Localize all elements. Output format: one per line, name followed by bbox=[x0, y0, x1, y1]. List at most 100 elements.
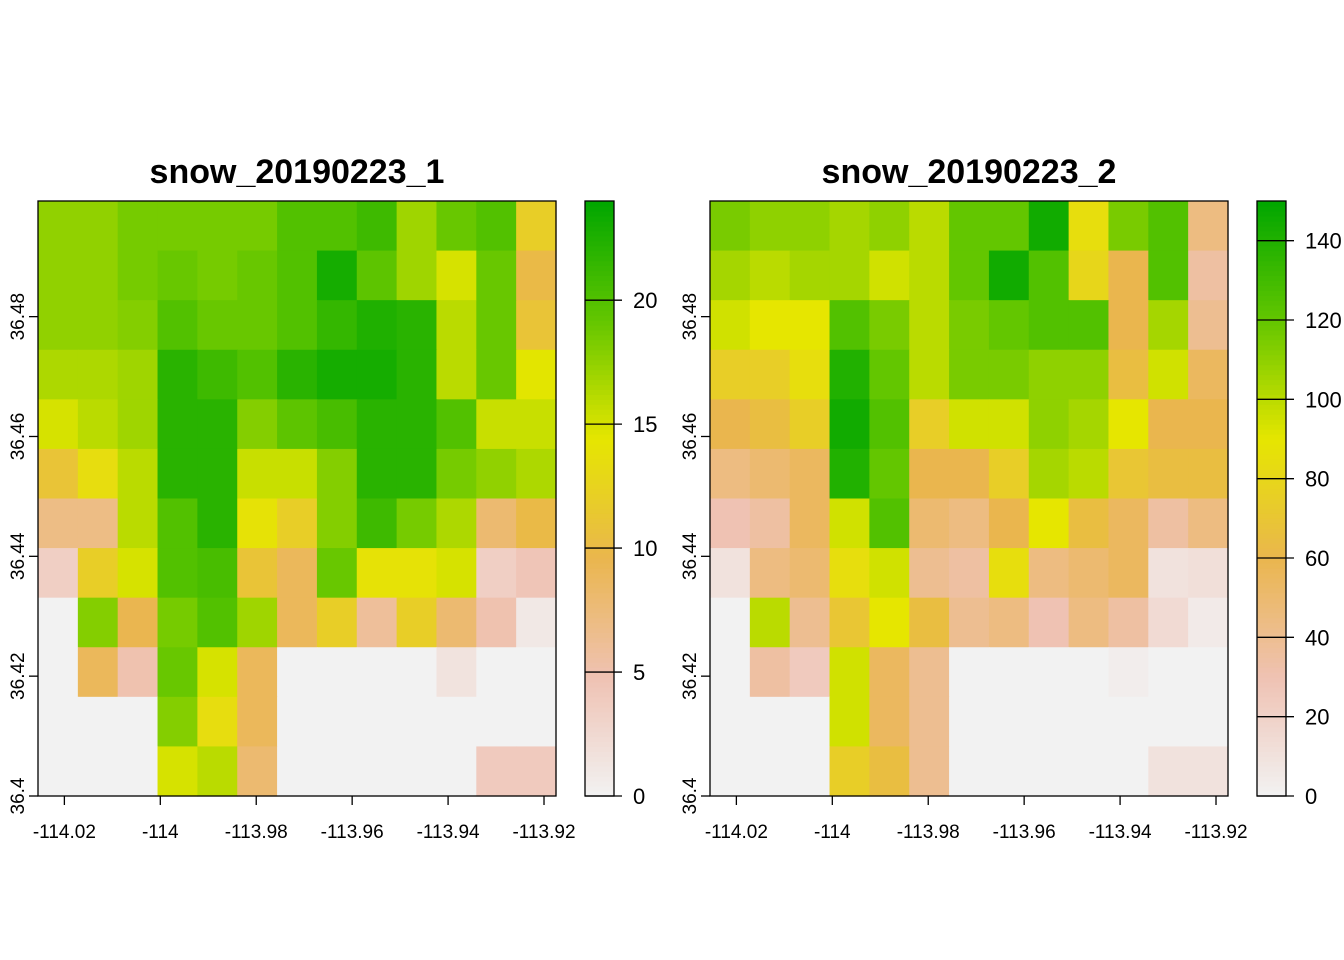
heatmap-cell bbox=[38, 349, 79, 400]
heatmap-cell bbox=[710, 300, 751, 351]
colorbar-step bbox=[1257, 711, 1286, 718]
colorbar-step bbox=[1257, 607, 1286, 614]
heatmap-cell bbox=[396, 250, 438, 301]
heatmap-cell bbox=[476, 300, 517, 351]
heatmap-cell bbox=[710, 696, 751, 748]
heatmap-cell bbox=[396, 498, 438, 549]
colorbar-step bbox=[585, 434, 614, 440]
heatmap-cell bbox=[1148, 696, 1189, 748]
colorbar-step bbox=[1257, 543, 1286, 549]
heatmap-cell bbox=[237, 399, 278, 450]
heatmap-cell bbox=[749, 498, 791, 549]
heatmap-cell bbox=[909, 498, 950, 549]
heatmap-cell bbox=[277, 746, 318, 797]
colorbar-step bbox=[585, 443, 614, 450]
plot-frame bbox=[709, 200, 1229, 797]
heatmap-cell bbox=[516, 399, 557, 450]
colorbar-step bbox=[585, 642, 614, 648]
heatmap-cell bbox=[1188, 349, 1229, 400]
heatmap-cell bbox=[516, 647, 557, 698]
chart-title: snow_20190223_1 bbox=[150, 153, 445, 191]
heatmap-cell bbox=[157, 746, 198, 797]
heatmap-cell bbox=[316, 696, 358, 748]
colorbar-step bbox=[1257, 746, 1286, 752]
colorbar-tick-label: 40 bbox=[1305, 625, 1329, 650]
colorbar-step bbox=[1257, 781, 1286, 787]
colorbar-step bbox=[585, 374, 614, 381]
heatmap-cell bbox=[516, 250, 557, 301]
colorbar-step bbox=[585, 265, 614, 272]
colorbar-step bbox=[1257, 647, 1286, 653]
heatmap-cell bbox=[117, 201, 159, 252]
colorbar-tick-label: 60 bbox=[1305, 546, 1329, 571]
colorbar-step bbox=[585, 315, 614, 321]
heatmap-cell bbox=[197, 548, 238, 599]
colorbar-step bbox=[585, 751, 614, 757]
y-tick-label: 36.42 bbox=[8, 652, 29, 700]
heatmap-cell bbox=[38, 201, 79, 252]
heatmap-cell bbox=[1028, 647, 1070, 698]
heatmap-cell bbox=[436, 746, 477, 797]
heatmap-cell bbox=[316, 498, 358, 549]
heatmap-cell bbox=[436, 597, 477, 648]
heatmap-cell bbox=[436, 498, 477, 549]
colorbar-step bbox=[585, 493, 614, 500]
heatmap-cell bbox=[829, 201, 870, 252]
colorbar-step bbox=[1257, 538, 1286, 544]
heatmap-cell bbox=[117, 746, 159, 797]
heatmap-cell bbox=[749, 399, 791, 450]
colorbar-step bbox=[1257, 741, 1286, 748]
heatmap-cell bbox=[77, 349, 119, 400]
colorbar-step bbox=[1257, 612, 1286, 619]
heatmap-cell bbox=[1108, 250, 1149, 301]
colorbar-step bbox=[585, 657, 614, 663]
heatmap-cell bbox=[1188, 548, 1229, 599]
heatmap-cell bbox=[157, 597, 198, 648]
chart-title: snow_20190223_2 bbox=[822, 153, 1117, 191]
colorbar-step bbox=[585, 339, 614, 346]
colorbar-step bbox=[585, 637, 614, 643]
heatmap-cell bbox=[949, 399, 990, 450]
heatmap-cell bbox=[988, 696, 1030, 748]
colorbar-step bbox=[585, 255, 614, 262]
colorbar-step bbox=[585, 632, 614, 638]
heatmap-cell bbox=[789, 201, 831, 252]
colorbar-step bbox=[1257, 791, 1286, 797]
heatmap-cell bbox=[749, 201, 791, 252]
heatmap-cell bbox=[316, 201, 358, 252]
heatmap-cell bbox=[949, 349, 990, 400]
heatmap-cell bbox=[356, 250, 398, 301]
y-tick-label: 36.48 bbox=[8, 293, 29, 341]
colorbar-step bbox=[585, 533, 614, 539]
colorbar-step bbox=[1257, 468, 1286, 475]
heatmap-cell bbox=[829, 647, 870, 698]
heatmap-cell bbox=[1028, 399, 1070, 450]
heatmap-cell bbox=[38, 548, 79, 599]
heatmap-cell bbox=[749, 448, 791, 500]
colorbar-step bbox=[1257, 488, 1286, 495]
colorbar-step bbox=[1257, 354, 1286, 361]
colorbar-step bbox=[585, 270, 614, 276]
heatmap-cell bbox=[949, 647, 990, 698]
heatmap-cell bbox=[77, 399, 119, 450]
colorbar-step bbox=[585, 736, 614, 743]
colorbar-step bbox=[585, 781, 614, 787]
heatmap-cell bbox=[1148, 746, 1189, 797]
panel-1: snow_20190223_1 -114.02 -114 -113.98 -113.96… bbox=[8, 153, 657, 843]
heatmap-cell bbox=[277, 250, 318, 301]
y-tick-label: 36.4 bbox=[680, 777, 701, 814]
heatmap-cell bbox=[1148, 349, 1189, 400]
heatmap-cell bbox=[476, 250, 517, 301]
colorbar-step bbox=[1257, 220, 1286, 227]
heatmap-cell bbox=[710, 746, 751, 797]
heatmap-cell bbox=[277, 399, 318, 450]
heatmap-cell bbox=[909, 696, 950, 748]
heatmap-cell bbox=[1108, 746, 1149, 797]
heatmap-cell bbox=[789, 696, 831, 748]
colorbar-step bbox=[1257, 652, 1286, 658]
y-tick-label: 36.4 bbox=[8, 777, 29, 814]
heatmap-cell bbox=[909, 647, 950, 698]
colorbar-step bbox=[1257, 518, 1286, 524]
heatmap-cell bbox=[197, 399, 238, 450]
heatmap-cell bbox=[277, 300, 318, 351]
